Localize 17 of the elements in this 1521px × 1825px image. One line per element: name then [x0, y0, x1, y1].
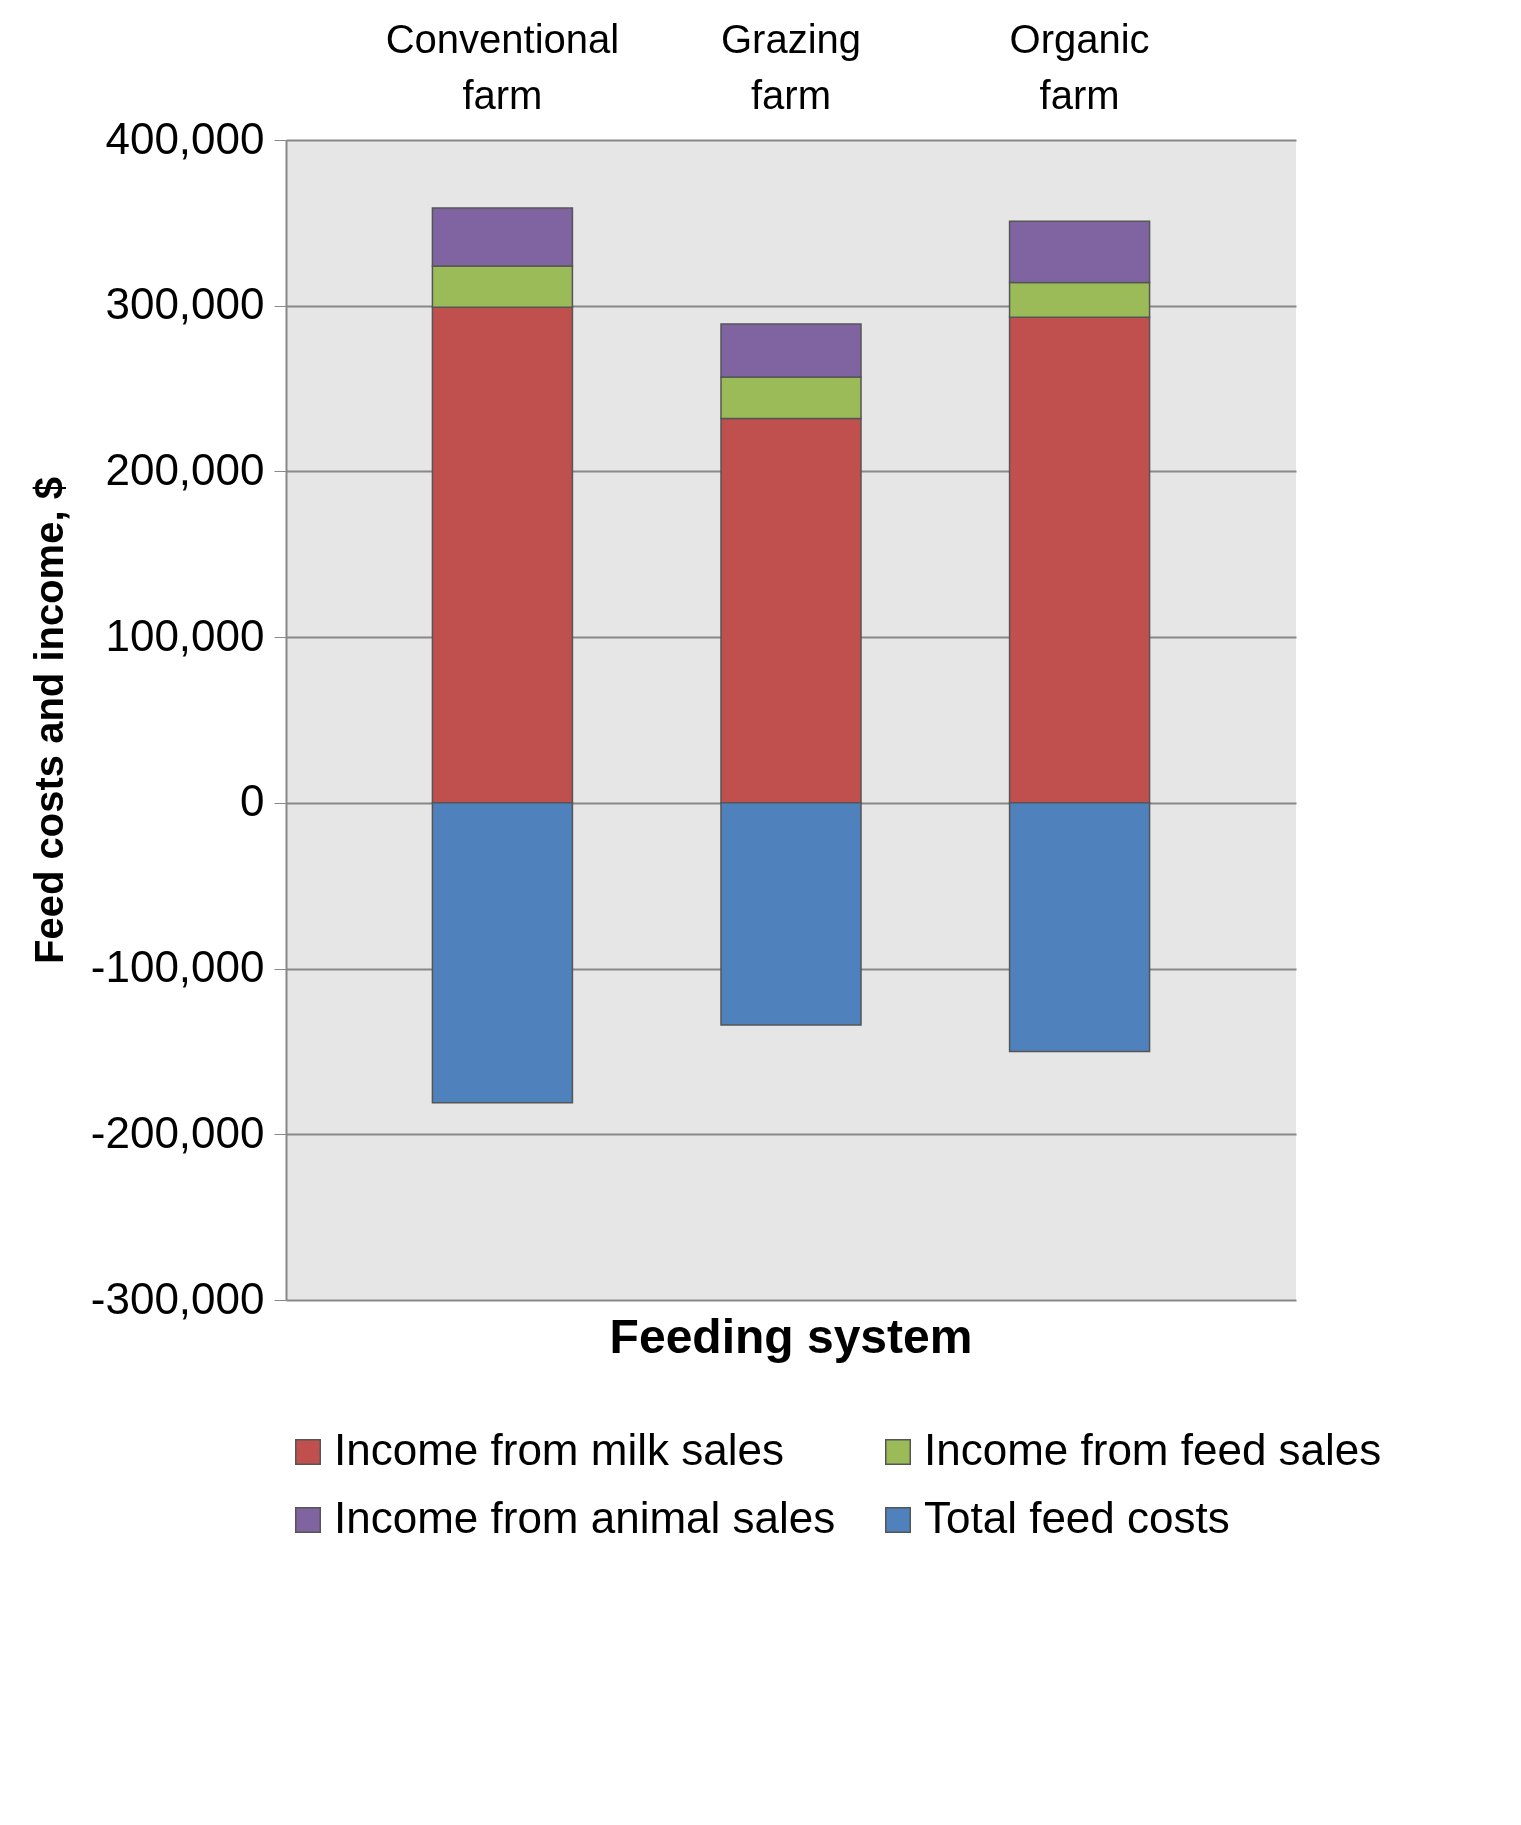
y-tick-label: -300,000 — [90, 1273, 265, 1323]
x-tick-label: Grazing farm — [720, 16, 862, 117]
y-tick-label: 100,000 — [105, 610, 265, 660]
y-axis-title: Feed costs and income, $ — [26, 477, 71, 964]
x-axis-title: Feeding system — [609, 1310, 973, 1363]
legend-label: Income from animal sales — [334, 1493, 836, 1542]
y-tick-label: 200,000 — [105, 444, 265, 494]
x-tick-label: Conventional farm — [385, 16, 620, 117]
y-tick-label: -200,000 — [90, 1107, 265, 1157]
y-tick-label: 400,000 — [105, 113, 265, 163]
y-tick-label: -100,000 — [90, 942, 265, 992]
legend-label: Total feed costs — [924, 1493, 1230, 1542]
y-tick-label: 0 — [240, 776, 265, 826]
legend-label: Income from feed sales — [924, 1425, 1382, 1474]
y-tick-label: 300,000 — [105, 279, 265, 329]
x-tick-label: Organic farm — [1009, 16, 1150, 117]
legend-label: Income from milk sales — [334, 1425, 784, 1474]
